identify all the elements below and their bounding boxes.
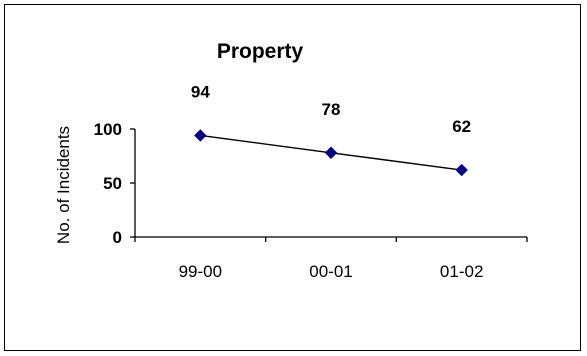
- series-group: [194, 129, 468, 177]
- tick-labels: 0 50 100 99-00 00-01 01-02: [94, 120, 484, 281]
- chart-title: Property: [217, 40, 304, 63]
- y-tick-label: 100: [94, 120, 122, 139]
- data-label: 62: [452, 117, 471, 136]
- x-tick-label: 99-00: [179, 262, 222, 281]
- data-point-marker: [324, 146, 338, 159]
- data-label: 94: [191, 82, 210, 101]
- data-label: 78: [322, 100, 341, 119]
- axes: [130, 128, 528, 242]
- x-tick-label: 00-01: [309, 262, 352, 281]
- y-tick-label: 50: [103, 174, 122, 193]
- data-point-marker: [194, 129, 207, 142]
- chart-frame: [4, 4, 581, 351]
- y-axis-label: No. of Incidents: [54, 126, 73, 244]
- x-tick-label: 01-02: [440, 262, 483, 281]
- data-point-marker: [455, 163, 468, 177]
- data-labels: 94 78 62: [191, 82, 471, 136]
- y-tick-label: 0: [113, 228, 122, 247]
